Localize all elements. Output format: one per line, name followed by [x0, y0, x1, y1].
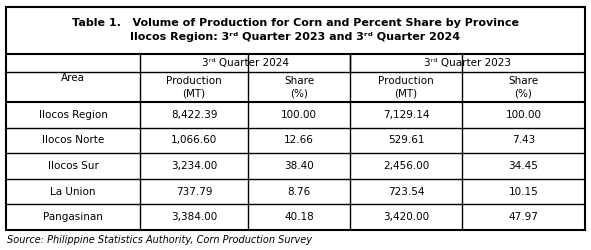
Text: 34.45: 34.45: [509, 161, 538, 171]
Text: Ilocos Region: 3ʳᵈ Quarter 2023 and 3ʳᵈ Quarter 2024: Ilocos Region: 3ʳᵈ Quarter 2023 and 3ʳᵈ …: [131, 32, 460, 42]
Text: 10.15: 10.15: [509, 186, 538, 196]
Text: Share
(%): Share (%): [284, 76, 314, 98]
Text: Source: Philippine Statistics Authority, Corn Production Survey: Source: Philippine Statistics Authority,…: [7, 235, 312, 245]
Text: Ilocos Norte: Ilocos Norte: [42, 136, 104, 145]
Text: 38.40: 38.40: [284, 161, 314, 171]
Text: Production
(MT): Production (MT): [378, 76, 434, 98]
Text: 3,234.00: 3,234.00: [171, 161, 217, 171]
Text: 3ʳᵈ Quarter 2023: 3ʳᵈ Quarter 2023: [424, 58, 511, 68]
Text: 12.66: 12.66: [284, 136, 314, 145]
Text: 8,422.39: 8,422.39: [171, 110, 217, 120]
Text: Table 1.   Volume of Production for Corn and Percent Share by Province: Table 1. Volume of Production for Corn a…: [72, 18, 519, 28]
Text: Ilocos Region: Ilocos Region: [38, 110, 108, 120]
Text: 737.79: 737.79: [176, 186, 212, 196]
Text: 723.54: 723.54: [388, 186, 424, 196]
Text: 8.76: 8.76: [287, 186, 311, 196]
Bar: [6, 7, 585, 230]
Text: 3,384.00: 3,384.00: [171, 212, 217, 222]
Text: 529.61: 529.61: [388, 136, 424, 145]
Text: La Union: La Union: [50, 186, 96, 196]
Text: 100.00: 100.00: [281, 110, 317, 120]
Text: Share
(%): Share (%): [508, 76, 538, 98]
Text: 3,420.00: 3,420.00: [383, 212, 429, 222]
Text: 3ʳᵈ Quarter 2024: 3ʳᵈ Quarter 2024: [202, 58, 288, 68]
Text: 2,456.00: 2,456.00: [383, 161, 429, 171]
Text: Area: Area: [61, 73, 85, 83]
Text: Pangasinan: Pangasinan: [43, 212, 103, 222]
Text: 40.18: 40.18: [284, 212, 314, 222]
Text: Ilocos Sur: Ilocos Sur: [47, 161, 99, 171]
Text: 7,129.14: 7,129.14: [383, 110, 429, 120]
Text: 1,066.60: 1,066.60: [171, 136, 217, 145]
Text: 100.00: 100.00: [505, 110, 541, 120]
Text: Production
(MT): Production (MT): [166, 76, 222, 98]
Text: 7.43: 7.43: [512, 136, 535, 145]
Text: 47.97: 47.97: [509, 212, 538, 222]
